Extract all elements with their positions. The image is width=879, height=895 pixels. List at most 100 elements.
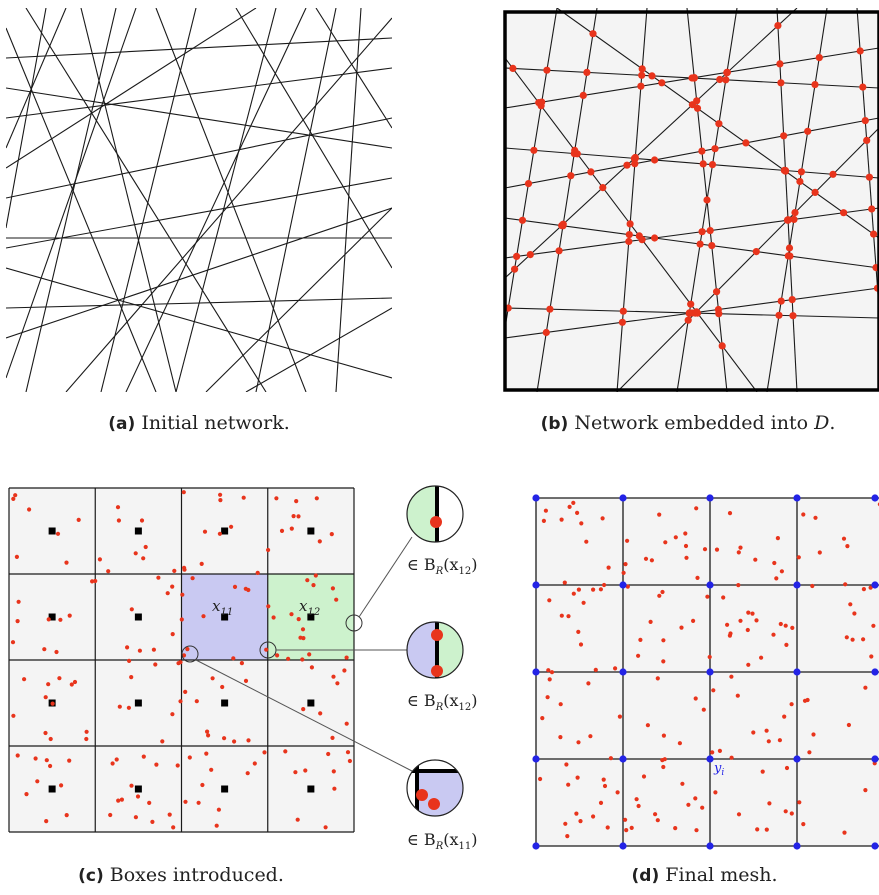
- network-node: [842, 830, 847, 835]
- network-edge: [504, 8, 798, 279]
- network-node: [549, 670, 555, 675]
- network-node: [266, 547, 271, 553]
- network-edge: [504, 147, 879, 179]
- network-node: [246, 738, 251, 743]
- network-node: [722, 76, 730, 84]
- mesh-vertex: [532, 842, 540, 850]
- network-node: [116, 518, 121, 523]
- network-node: [727, 511, 733, 516]
- network-node: [535, 99, 543, 107]
- network-node: [587, 168, 595, 176]
- network-node: [859, 83, 867, 91]
- network-node: [767, 801, 772, 806]
- network-node: [69, 682, 74, 687]
- zoom-marker-1: [345, 614, 363, 632]
- network-node: [231, 656, 236, 661]
- network-node: [713, 288, 721, 296]
- network-node: [817, 550, 822, 555]
- network-node: [93, 578, 98, 584]
- network-node: [160, 739, 165, 744]
- network-node: [785, 244, 794, 252]
- network-node: [811, 188, 819, 196]
- network-node: [801, 512, 806, 517]
- network-node: [683, 531, 688, 536]
- network-node: [636, 653, 641, 658]
- network-node: [870, 230, 878, 238]
- network-edge: [6, 27, 157, 392]
- network-node: [301, 707, 306, 712]
- network-node: [129, 607, 134, 612]
- network-node: [775, 311, 783, 319]
- network-node: [170, 632, 175, 637]
- network-node: [545, 695, 550, 700]
- network-node: [599, 184, 607, 192]
- network-edge: [6, 207, 392, 339]
- network-node: [246, 587, 251, 593]
- network-node: [721, 595, 726, 600]
- mesh-vertex: [871, 581, 879, 589]
- network-edge: [6, 67, 392, 119]
- mesh-vertex: [619, 581, 627, 589]
- network-node: [563, 821, 568, 826]
- network-node: [844, 635, 849, 640]
- mesh-vertex: [706, 842, 714, 850]
- network-edge: [504, 207, 879, 259]
- network-node: [850, 637, 855, 642]
- network-node: [782, 714, 787, 719]
- network-node: [601, 777, 606, 782]
- network-node: [190, 576, 195, 581]
- network-node: [199, 561, 204, 566]
- network-node: [15, 753, 20, 758]
- network-node: [797, 800, 802, 805]
- network-node: [783, 623, 788, 628]
- network-node: [274, 496, 279, 501]
- network-node: [684, 316, 692, 324]
- network-node: [584, 539, 589, 544]
- network-node: [27, 507, 32, 512]
- network-node: [578, 642, 584, 647]
- network-node: [311, 583, 316, 588]
- network-edge: [100, 8, 197, 392]
- mesh-vertex: [706, 494, 714, 502]
- network-node: [648, 619, 653, 624]
- domain-d: [505, 12, 879, 390]
- network-node: [331, 769, 336, 774]
- box-center: [307, 699, 315, 707]
- network-node: [574, 811, 579, 816]
- network-node: [97, 557, 102, 562]
- network-node: [618, 318, 626, 326]
- network-node: [42, 647, 47, 652]
- network-edge: [6, 8, 257, 169]
- network-node: [625, 538, 630, 543]
- network-node: [139, 518, 145, 523]
- network-edge: [6, 177, 392, 249]
- network-node: [638, 236, 646, 244]
- network-edge: [255, 8, 337, 392]
- network-node: [314, 496, 319, 501]
- network-node: [649, 558, 654, 563]
- network-node: [645, 723, 650, 728]
- network-node: [621, 570, 626, 575]
- network-node: [562, 580, 567, 585]
- network-node: [239, 661, 244, 666]
- network-node: [11, 713, 16, 718]
- network-node: [64, 560, 69, 565]
- network-node: [742, 139, 750, 147]
- network-node: [183, 799, 188, 804]
- network-node: [777, 297, 785, 305]
- zoom-circle-1: [406, 485, 464, 543]
- network-node: [764, 827, 769, 832]
- network-node: [688, 74, 696, 82]
- network-node: [46, 682, 51, 687]
- network-node: [22, 677, 27, 682]
- network-node: [571, 500, 576, 505]
- network-node: [658, 79, 666, 87]
- network-node: [129, 675, 134, 680]
- network-node: [313, 573, 318, 578]
- box-center: [221, 699, 229, 707]
- network-node: [623, 562, 628, 567]
- box-center: [134, 785, 142, 793]
- network-node: [558, 222, 566, 230]
- network-node: [558, 735, 563, 740]
- network-node: [750, 611, 755, 616]
